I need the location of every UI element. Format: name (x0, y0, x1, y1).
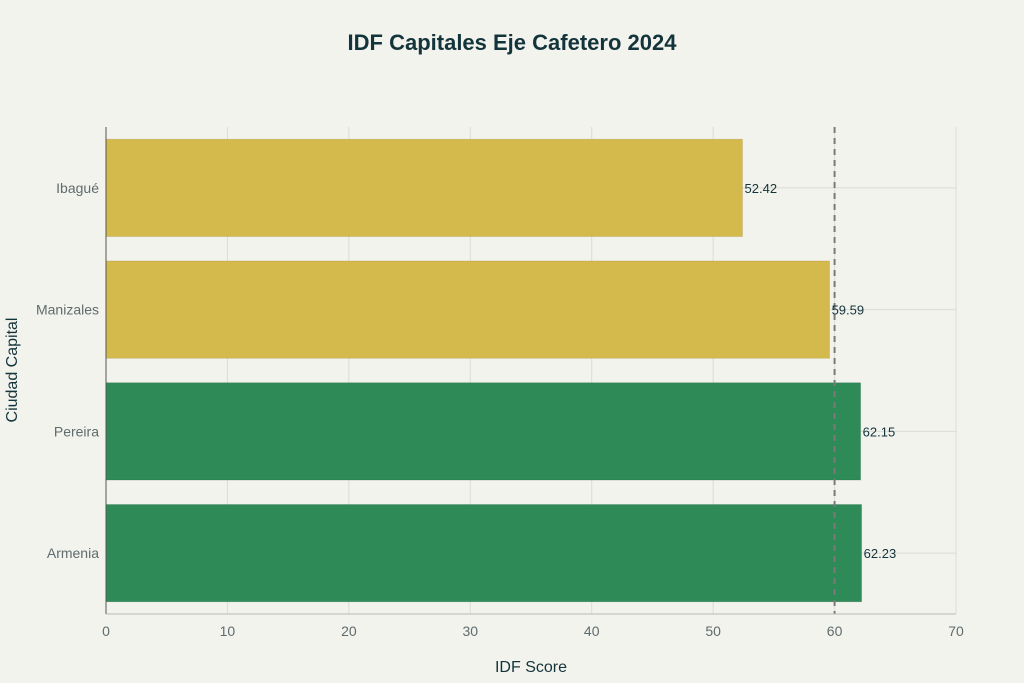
bar[interactable] (105, 138, 744, 238)
y-tick-label: Pereira (54, 423, 99, 439)
data-label: 59.59 (832, 303, 865, 318)
x-tick-label: 30 (462, 623, 478, 639)
data-label: 52.42 (745, 181, 778, 196)
x-tick-label: 10 (220, 623, 236, 639)
x-tick-label: 20 (341, 623, 357, 639)
x-axis-title: IDF Score (495, 659, 567, 676)
chart-title: IDF Capitales Eje Cafetero 2024 (348, 30, 678, 55)
y-tick-label: Ibagué (56, 180, 99, 196)
x-tick-label: 60 (827, 623, 843, 639)
y-tick-label: Armenia (47, 545, 99, 561)
data-label: 62.15 (863, 424, 896, 439)
axes: 0 10 20 30 40 50 60 70 Ibagué Manizales Pereira Arm… (36, 127, 964, 639)
bar[interactable] (105, 503, 863, 603)
bars (105, 138, 863, 603)
bar[interactable] (105, 382, 862, 481)
data-labels: 52.42 59.59 62.15 62.23 (745, 181, 897, 561)
data-label: 62.23 (864, 546, 897, 561)
bar[interactable] (105, 260, 831, 359)
x-tick-label: 70 (948, 623, 964, 639)
y-axis-title: Ciudad Capital (4, 318, 21, 423)
y-tick-label: Manizales (36, 302, 99, 318)
x-tick-label: 40 (584, 623, 600, 639)
x-tick-label: 0 (102, 623, 110, 639)
x-tick-label: 50 (705, 623, 721, 639)
